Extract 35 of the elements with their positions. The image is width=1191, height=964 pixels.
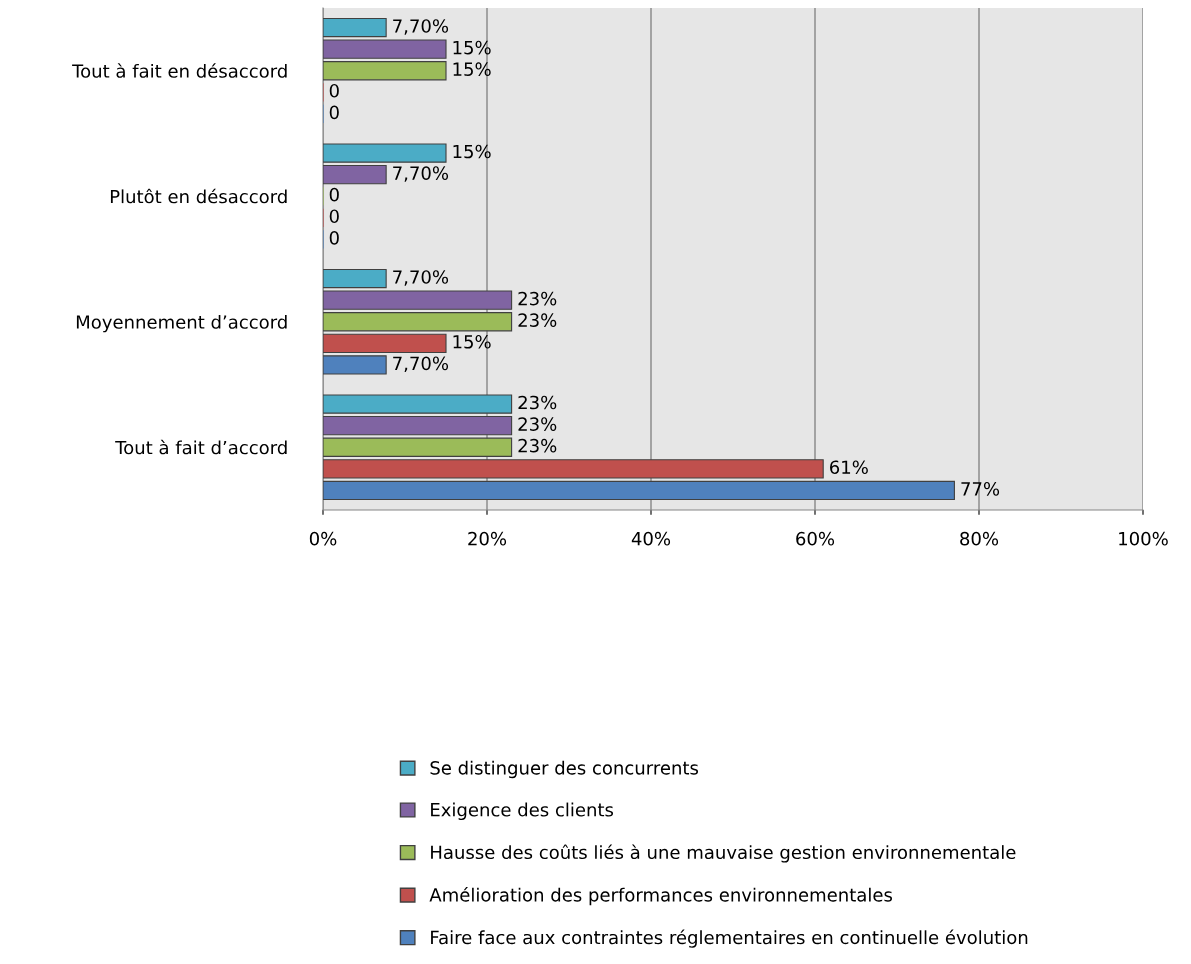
data-label: 61% <box>830 460 868 475</box>
data-label: 15% <box>453 334 491 349</box>
data-label: 0 <box>329 105 339 120</box>
legend-label: Amélioration des performances environnementales <box>429 886 893 906</box>
data-label: 23% <box>518 417 557 431</box>
legend-label: Hausse des coûts liés à une mauvaise gestion environnementale <box>431 844 1016 863</box>
legend-label: Se distinguer des concurrents <box>430 760 699 779</box>
data-label: 7,70% <box>393 166 449 182</box>
data-label: 15% <box>453 62 491 76</box>
data-label: 15% <box>453 144 491 159</box>
legend-label: Exigence des clients <box>431 802 614 821</box>
data-label: 0 <box>329 83 339 98</box>
x-tick-label: 0% <box>309 531 337 546</box>
data-label: 15% <box>453 40 491 55</box>
data-label: 0 <box>329 209 339 224</box>
x-tick-label: 100% <box>1119 531 1168 546</box>
y-tick-label: Plutôt en désaccord <box>110 188 287 204</box>
x-tick-label: 40% <box>631 531 671 546</box>
data-label: 7,70% <box>393 19 449 35</box>
data-label: 23% <box>518 395 557 410</box>
data-label: 23% <box>518 313 557 327</box>
data-label: 7,70% <box>393 270 449 286</box>
legend-label: Faire face aux contraintes réglementaires en continuelle évolution <box>431 929 1028 948</box>
x-tick-label: 20% <box>468 531 507 546</box>
x-tick-label: 80% <box>960 531 999 546</box>
y-tick-label: Tout à fait d’accord <box>115 439 287 455</box>
data-label: 77% <box>961 482 1000 496</box>
data-label: 0 <box>329 187 339 202</box>
data-label: 0 <box>329 231 339 245</box>
y-tick-label: Tout à fait en désaccord <box>72 63 287 78</box>
data-label: 23% <box>518 291 557 306</box>
data-label: 7,70% <box>393 356 449 372</box>
y-tick-label: Moyennement d’accord <box>76 314 287 333</box>
data-label: 23% <box>518 438 557 453</box>
x-tick-label: 60% <box>796 531 835 546</box>
